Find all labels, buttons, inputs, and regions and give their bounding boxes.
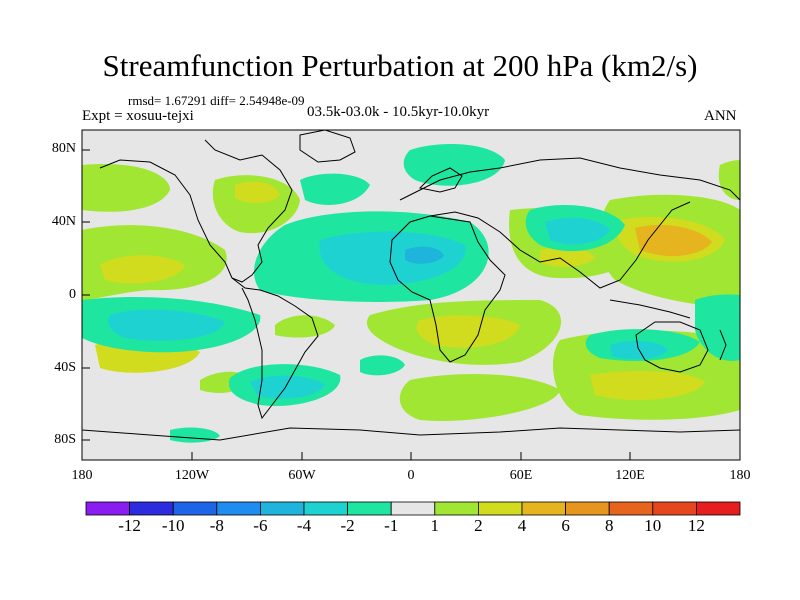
- colorbar-label: -2: [340, 516, 355, 535]
- lon-label-60w: 60W: [288, 468, 316, 483]
- region-neg-core-3: [319, 231, 466, 285]
- coast-asia-south: [429, 201, 691, 289]
- coast-south-america: [231, 277, 319, 420]
- period-label: 03.5k-03.0k - 10.5kyr-10.0kyr: [307, 104, 490, 120]
- region-neg-peak-1: [405, 246, 444, 264]
- colorbar-box-2: [172, 501, 218, 516]
- colorbar-label: 10: [644, 516, 662, 535]
- colorbar-label: -6: [253, 516, 268, 535]
- season-label: ANN: [704, 108, 737, 124]
- colorbar-label: 2: [474, 516, 483, 535]
- region-pos-4: [275, 315, 335, 338]
- colorbar-label: -4: [296, 516, 312, 535]
- region-neg-core-4: [545, 217, 610, 245]
- lon-label-120w: 120W: [174, 468, 210, 483]
- coast-antarctica: [82, 427, 740, 441]
- lat-label-40s: 40S: [54, 360, 76, 375]
- region-neg-core-1: [108, 309, 225, 341]
- colorbar-box-1: [129, 501, 174, 516]
- region-pos-9: [399, 374, 560, 421]
- coast-africa: [389, 215, 506, 363]
- colorbar-label: -8: [209, 516, 224, 535]
- region-pos-11: [718, 160, 740, 200]
- colorbar-box-5: [303, 501, 348, 516]
- region-neg-9: [360, 355, 405, 376]
- axis-ticks: [81, 149, 741, 460]
- coast-maritime-continent: [609, 299, 691, 319]
- region-pos-1: [82, 164, 170, 212]
- colorbar-box-0: [85, 501, 130, 516]
- experiment-label: Expt = xosuu-tejxi: [82, 108, 194, 124]
- colorbar-label: 6: [561, 516, 570, 535]
- colorbar-label: -10: [161, 516, 185, 535]
- lon-label-180w: 180: [71, 468, 93, 483]
- region-pos-3: [212, 175, 300, 234]
- lat-label-40n: 40N: [51, 214, 76, 229]
- lat-label-80n: 80N: [51, 141, 76, 156]
- stats-line: rmsd= 1.67291 diff= 2.54948e-09: [128, 93, 305, 108]
- colorbar-box-4: [259, 501, 305, 516]
- colorbar: [85, 501, 741, 516]
- colorbar-box-13: [652, 501, 697, 516]
- colorbar-label: 4: [517, 516, 527, 535]
- region-pos-core-5: [590, 370, 705, 401]
- colorbar-box-3: [216, 501, 261, 516]
- coastlines: [82, 130, 740, 441]
- coast-scandinavia: [418, 167, 463, 193]
- region-neg-5: [403, 144, 505, 186]
- lon-label-0: 0: [407, 468, 415, 483]
- colorbar-box-6: [347, 501, 392, 516]
- region-pos-core-6: [540, 247, 595, 267]
- colorbar-box-12: [608, 501, 654, 516]
- region-pos-core-1: [100, 255, 185, 284]
- coast-australia: [635, 321, 709, 373]
- coast-greenland: [299, 130, 356, 163]
- colorbar-box-11: [565, 501, 610, 516]
- coast-new-zealand: [719, 329, 727, 361]
- colorbar-box-10: [521, 501, 566, 516]
- colorbar-box-14: [696, 501, 741, 516]
- lon-label-60e: 60E: [509, 468, 533, 483]
- contour-field: [82, 130, 740, 460]
- colorbar-label: -1: [384, 516, 399, 535]
- lon-label-120e: 120E: [615, 468, 645, 483]
- lat-label-80s: 80S: [54, 432, 76, 447]
- colorbar-label: 8: [604, 516, 614, 535]
- colorbar-box-8: [434, 501, 479, 516]
- lon-label-180e: 180: [729, 468, 751, 483]
- colorbar-box-9: [477, 501, 523, 516]
- coast-eurasia-north: [399, 157, 740, 201]
- coast-north-america-east: [204, 139, 293, 283]
- region-pos-core-2: [416, 315, 520, 348]
- coast-north-america-west: [99, 159, 233, 279]
- map-title: Streamfunction Perturbation at 200 hPa (…: [102, 48, 698, 83]
- colorbar-box-7: [390, 501, 436, 516]
- colorbar-label: 12: [687, 516, 705, 535]
- colorbar-label: -12: [118, 516, 141, 535]
- region-neg-core-2: [250, 375, 325, 399]
- region-neg-4: [300, 173, 370, 205]
- region-pos-core-7: [235, 181, 280, 203]
- colorbar-label: 1: [430, 516, 440, 535]
- lat-label-0: 0: [69, 287, 76, 302]
